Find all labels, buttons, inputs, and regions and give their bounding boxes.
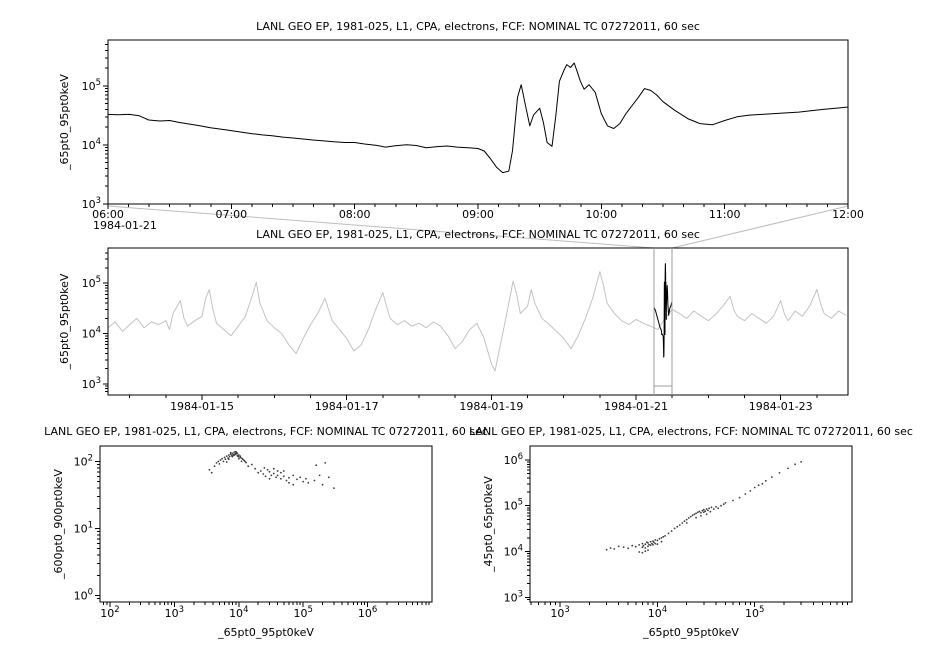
panel-scatter-45-65: 103 104 105 103 104 105 106 LANL GEO EP, 1981-0… xyxy=(469,425,913,639)
panel-context-timeseries: 1984-01-15 1984-01-17 1984-01-19 1984-01-21… xyxy=(58,228,849,413)
series-layer xyxy=(108,62,848,174)
selection-connector-left xyxy=(107,205,655,249)
panel-title: LANL GEO EP, 1981-025, L1, CPA, electron… xyxy=(44,425,488,438)
x-axis-label: _65pt0_95pt0keV xyxy=(642,626,739,639)
selection-connector-right xyxy=(672,205,849,249)
x-tick-label: 1984-01-17 xyxy=(315,400,379,413)
y-axis-label: _65pt0_95pt0keV xyxy=(58,74,71,171)
context-date-label: 1984-01-21 xyxy=(93,219,157,232)
x-tick-label: 1984-01-19 xyxy=(459,400,523,413)
panel-title: LANL GEO EP, 1981-025, L1, CPA, electron… xyxy=(256,228,700,241)
ticks xyxy=(103,44,849,209)
x-tick-label: 1984-01-21 xyxy=(604,400,668,413)
tick-label: 105 xyxy=(293,605,312,620)
panel-scatter-600-900: 102 103 104 105 106 100 101 102 LANL GEO EP, 198… xyxy=(44,425,488,639)
tick-label: 104 xyxy=(82,326,101,341)
x-tick-label: 1984-01-15 xyxy=(170,400,234,413)
x-tick-label: 07:00 xyxy=(215,208,247,221)
x-tick-label: 12:00 xyxy=(832,208,864,221)
tick-label: 103 xyxy=(550,605,569,620)
connector-layer xyxy=(107,205,849,249)
tick-label: 104 xyxy=(504,544,523,559)
tick-label: 106 xyxy=(504,452,523,467)
x-axis-label: _65pt0_95pt0keV xyxy=(217,626,314,639)
panel-title: LANL GEO EP, 1981-025, L1, CPA, electron… xyxy=(469,425,913,438)
panel-detail-timeseries: 06:00 07:00 08:00 09:00 10:00 11:00 12:0010310… xyxy=(58,20,864,232)
electron-flux-selected-interval-trace xyxy=(653,263,673,358)
y-axis-label: _65pt0_95pt0keV xyxy=(58,273,71,370)
flux-correlation-600-900-points xyxy=(208,450,335,489)
x-tick-label: 1984-01-23 xyxy=(749,400,813,413)
plot-area-scatter-45-65[interactable] xyxy=(530,446,852,602)
flux-correlation-45-65-points xyxy=(605,461,802,554)
y-axis-label: _45pt0_65pt0keV xyxy=(482,476,495,573)
plot-area-context-timeseries[interactable] xyxy=(108,248,848,395)
ticks xyxy=(525,459,849,607)
tick-label: 105 xyxy=(745,605,764,620)
electron-flux-65-95keV-trace xyxy=(108,62,848,174)
tick-label: 104 xyxy=(229,605,248,620)
tick-label: 105 xyxy=(82,78,101,93)
selection-box[interactable] xyxy=(653,248,673,395)
ticks xyxy=(95,460,430,607)
y-axis-label: _600pt0_900pt0keV xyxy=(52,469,65,580)
tick-label: 106 xyxy=(358,605,377,620)
tick-label: 100 xyxy=(74,588,93,603)
series-layer xyxy=(605,461,802,554)
tick-label: 105 xyxy=(82,275,101,290)
x-tick-label: 09:00 xyxy=(462,208,494,221)
plot-frame xyxy=(99,445,433,603)
tick-label: 104 xyxy=(82,137,101,152)
x-tick-label: 11:00 xyxy=(709,208,741,221)
tick-label: 105 xyxy=(504,498,523,513)
tick-label: 103 xyxy=(82,376,101,391)
series-layer xyxy=(108,263,847,372)
x-tick-label: 06:00 xyxy=(92,208,124,221)
tick-label: 104 xyxy=(648,605,667,620)
electron-flux-overview-trace xyxy=(108,271,847,372)
series-layer xyxy=(208,450,335,489)
x-tick-label: 08:00 xyxy=(339,208,371,221)
tick-label: 103 xyxy=(504,590,523,605)
tick-label: 101 xyxy=(74,520,93,535)
tick-label: 103 xyxy=(165,605,184,620)
tick-label: 102 xyxy=(74,453,93,468)
plot-frame xyxy=(107,247,849,396)
panel-title: LANL GEO EP, 1981-025, L1, CPA, electron… xyxy=(256,20,700,33)
plot-area-detail-timeseries[interactable] xyxy=(108,40,848,204)
plot-area-scatter-600-900[interactable] xyxy=(100,446,432,602)
tick-label: 102 xyxy=(100,605,119,620)
ticks xyxy=(103,252,818,400)
x-tick-label: 10:00 xyxy=(585,208,617,221)
